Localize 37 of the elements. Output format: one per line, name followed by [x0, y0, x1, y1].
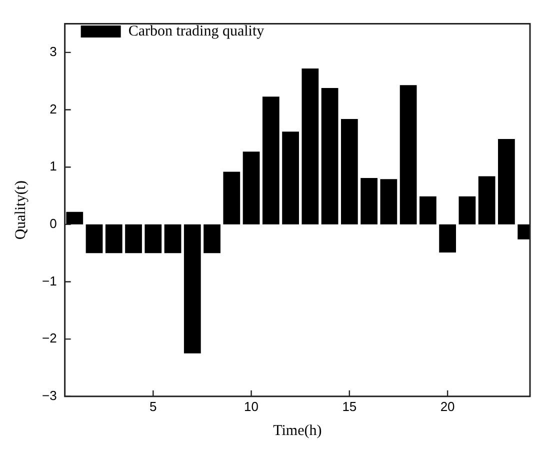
y-tick-label: 1: [50, 158, 57, 174]
x-axis-title: Time(h): [273, 422, 322, 439]
bar: [164, 224, 182, 254]
bar: [380, 179, 398, 224]
bar: [105, 224, 122, 254]
y-tick-label: 3: [50, 44, 57, 60]
bar: [321, 88, 338, 224]
y-tick-label: 0: [50, 216, 57, 232]
bar: [223, 172, 240, 224]
bar: [66, 212, 84, 224]
bar: [86, 224, 103, 254]
y-tick-label: 2: [50, 101, 57, 116]
bar: [282, 132, 299, 224]
bar: [262, 96, 280, 224]
bar: [184, 224, 201, 354]
x-tick-label: 10: [244, 398, 259, 414]
bar: [439, 224, 456, 253]
bar: [419, 196, 436, 224]
bar: [360, 178, 378, 224]
x-tick-label: 5: [150, 398, 157, 414]
x-tick-label: 15: [342, 398, 357, 414]
bar: [340, 118, 358, 224]
bar: [125, 224, 142, 254]
bar: [400, 85, 417, 224]
y-tick-label: −3: [42, 388, 57, 403]
legend-label: Carbon trading quality: [128, 23, 265, 40]
bar: [498, 139, 515, 224]
y-tick-label: −2: [42, 330, 57, 346]
bar: [242, 152, 260, 224]
bar: [302, 68, 319, 224]
bar: [144, 224, 162, 254]
x-tick-label: 20: [440, 398, 455, 414]
bar: [478, 176, 496, 224]
bar: [204, 224, 220, 254]
y-tick-label: −1: [42, 273, 57, 288]
bar: [458, 196, 476, 224]
y-axis-title: Quality(t): [12, 180, 29, 240]
